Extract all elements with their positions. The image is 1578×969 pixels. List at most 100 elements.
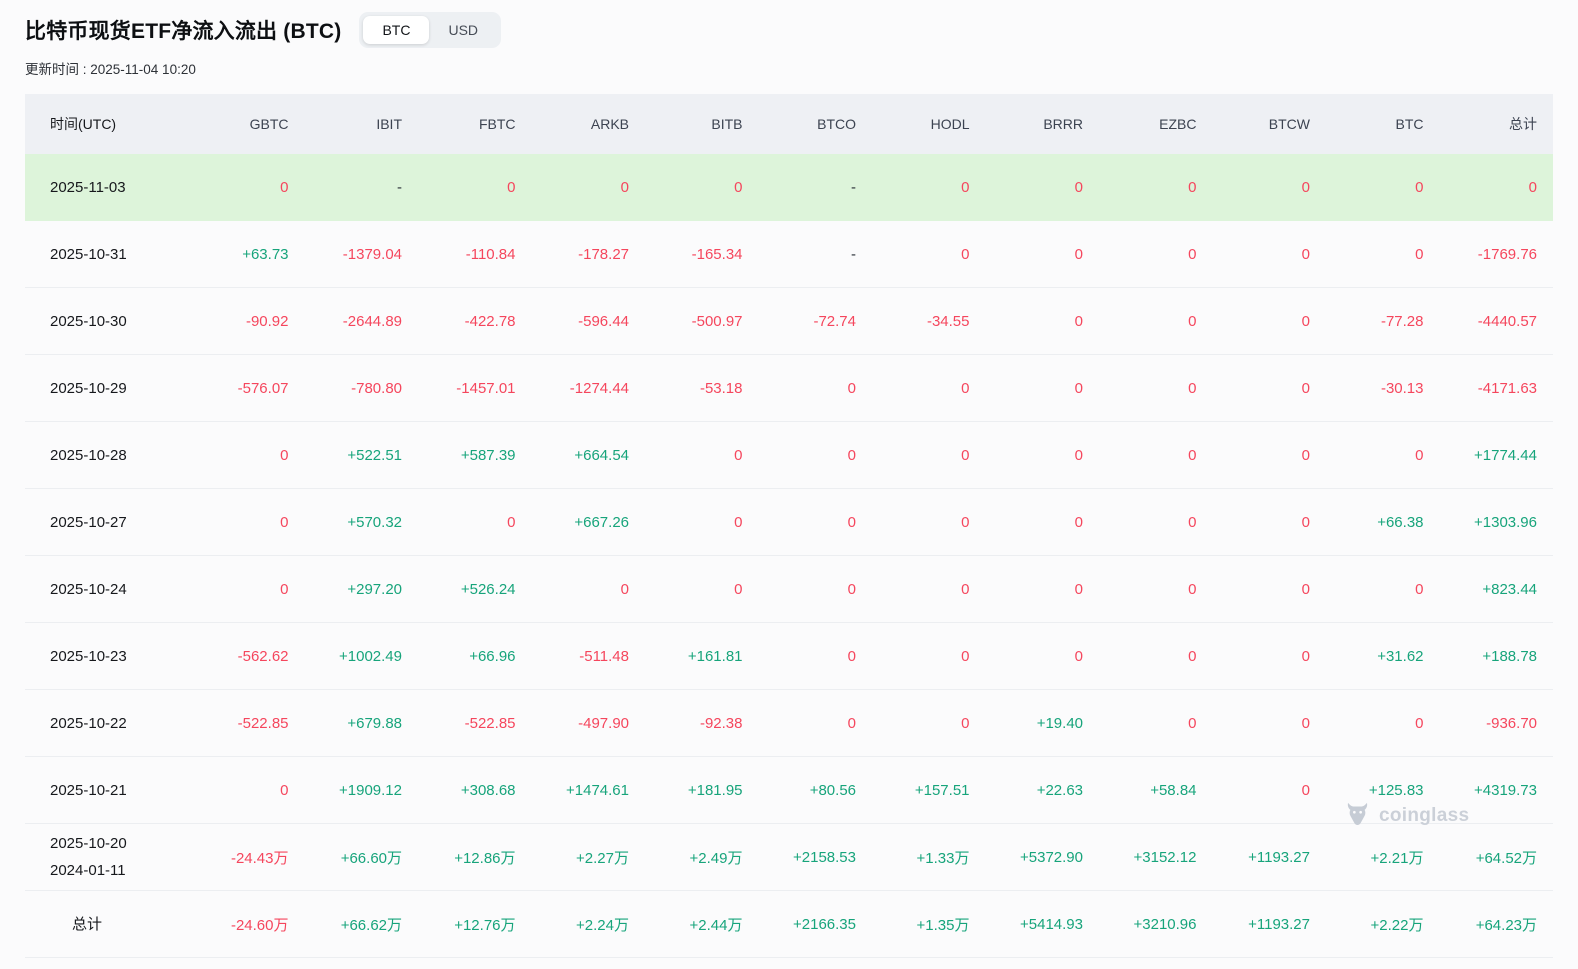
value-cell: -72.74 <box>813 312 856 330</box>
value-cell: +526.24 <box>460 580 516 598</box>
value-cell: +12.86万 <box>454 849 516 867</box>
value-cell: +4319.73 <box>1474 781 1537 799</box>
page-title: 比特币现货ETF净流入流出 (BTC) <box>25 20 342 43</box>
value-cell: -1274.44 <box>569 379 629 397</box>
table-row: 2025-10-20 2024-01-11 -24.43万 +66.60万 +12.86… <box>25 824 1553 891</box>
value-cell: -165.34 <box>691 245 743 263</box>
column-header: FBTC <box>478 116 516 132</box>
value-cell: - <box>397 179 402 196</box>
value-cell: +161.81 <box>687 647 743 665</box>
value-cell: 0 <box>1301 781 1310 799</box>
column-header: BTCO <box>817 116 856 132</box>
date-cell: 2025-11-03 <box>50 179 126 196</box>
value-cell: -4440.57 <box>1477 312 1537 330</box>
value-cell: 0 <box>280 580 289 598</box>
table-row: 2025-10-31 +63.73 -1379.04 -110.84 -178.27 -1… <box>25 221 1553 288</box>
value-cell: +64.23万 <box>1475 916 1537 934</box>
value-cell: +22.63 <box>1036 781 1083 799</box>
value-cell: 0 <box>1301 446 1310 464</box>
date-cell: 2025-10-24 <box>50 580 127 598</box>
value-cell: +58.84 <box>1150 781 1197 799</box>
value-cell: 0 <box>847 446 856 464</box>
table-header-row: 时间(UTC) GBTC IBIT FBTC ARKB BITB BTCO HODL BRRR E… <box>25 94 1553 154</box>
value-cell: 0 <box>1415 580 1424 598</box>
date-cell: 2025-10-27 <box>50 513 127 531</box>
value-cell: +63.73 <box>242 245 289 263</box>
value-cell: +297.20 <box>347 580 402 598</box>
value-cell: 0 <box>1074 179 1083 196</box>
value-cell: 0 <box>1074 446 1083 464</box>
value-cell: 0 <box>1301 513 1310 531</box>
table-row: 2025-10-22 -522.85 +679.88 -522.85 -497.90 -9… <box>25 690 1553 757</box>
value-cell: 0 <box>1415 245 1424 263</box>
value-cell: 0 <box>961 446 970 464</box>
value-cell: +522.51 <box>347 446 402 464</box>
column-header: 总计 <box>1509 116 1537 132</box>
value-cell: -24.60万 <box>230 916 289 934</box>
value-cell: +1.35万 <box>916 916 970 934</box>
value-cell: 0 <box>507 179 516 196</box>
value-cell: +5414.93 <box>1020 915 1083 933</box>
value-cell: -77.28 <box>1380 312 1424 330</box>
value-cell: 0 <box>961 513 970 531</box>
value-cell: 0 <box>507 513 516 531</box>
value-cell: +2.44万 <box>689 916 743 934</box>
value-cell: +2.22万 <box>1370 916 1424 934</box>
value-cell: 0 <box>1074 580 1083 598</box>
value-cell: 0 <box>961 245 970 263</box>
table-row: 2025-10-24 0 +297.20 +526.24 0 0 0 0 0 0 0 0 +823.44 <box>25 556 1553 623</box>
value-cell: -1379.04 <box>342 245 402 263</box>
value-cell: +80.56 <box>809 781 856 799</box>
value-cell: -30.13 <box>1380 379 1424 397</box>
value-cell: +66.38 <box>1377 513 1424 531</box>
value-cell: -110.84 <box>465 245 516 263</box>
value-cell: 0 <box>847 714 856 732</box>
value-cell: +2.24万 <box>576 916 629 934</box>
date-cell: 2025-10-21 <box>50 781 127 799</box>
value-cell: 0 <box>847 513 856 531</box>
table-row: 2025-10-30 -90.92 -2644.89 -422.78 -596.44 -5… <box>25 288 1553 355</box>
toggle-btc-button[interactable]: BTC <box>363 16 430 44</box>
value-cell: +2.21万 <box>1370 849 1424 867</box>
value-cell: +181.95 <box>687 781 743 799</box>
total-label-cell: 总计 <box>72 915 103 933</box>
toggle-usd-button[interactable]: USD <box>429 16 497 44</box>
value-cell: -500.97 <box>691 312 743 330</box>
value-cell: +5372.90 <box>1020 848 1083 866</box>
value-cell: -34.55 <box>926 312 970 330</box>
value-cell: 0 <box>1074 379 1083 397</box>
value-cell: 0 <box>1415 179 1424 196</box>
value-cell: 0 <box>1074 647 1083 665</box>
value-cell: 0 <box>1301 647 1310 665</box>
value-cell: 0 <box>1188 714 1197 732</box>
value-cell: 0 <box>1415 714 1424 732</box>
value-cell: -522.85 <box>464 714 516 732</box>
value-cell: +1193.27 <box>1248 915 1310 933</box>
value-cell: 0 <box>280 781 289 799</box>
column-header: 时间(UTC) <box>50 116 117 132</box>
etf-flows-table: 时间(UTC) GBTC IBIT FBTC ARKB BITB BTCO HODL BRRR E… <box>25 94 1553 958</box>
value-cell: +66.60万 <box>340 849 402 867</box>
column-header: BRRR <box>1043 116 1083 132</box>
value-cell: 0 <box>1528 179 1537 196</box>
value-cell: -562.62 <box>237 647 289 665</box>
value-cell: 0 <box>280 179 289 196</box>
table-row: 2025-10-29 -576.07 -780.80 -1457.01 -1274.44… <box>25 355 1553 422</box>
value-cell: 0 <box>1188 647 1197 665</box>
date-cell: 2025-10-20 2024-01-11 <box>50 835 127 879</box>
value-cell: 0 <box>961 580 970 598</box>
value-cell: 0 <box>1301 245 1310 263</box>
value-cell: 0 <box>620 179 629 196</box>
value-cell: 0 <box>1188 179 1197 196</box>
value-cell: 0 <box>734 513 743 531</box>
value-cell: +1303.96 <box>1474 513 1537 531</box>
value-cell: +1002.49 <box>339 647 402 665</box>
value-cell: 0 <box>734 179 743 196</box>
value-cell: -4171.63 <box>1477 379 1537 397</box>
value-cell: -90.92 <box>245 312 289 330</box>
value-cell: +1774.44 <box>1474 446 1537 464</box>
value-cell: +12.76万 <box>454 916 516 934</box>
value-cell: +823.44 <box>1482 580 1537 598</box>
value-cell: -511.48 <box>579 647 629 665</box>
